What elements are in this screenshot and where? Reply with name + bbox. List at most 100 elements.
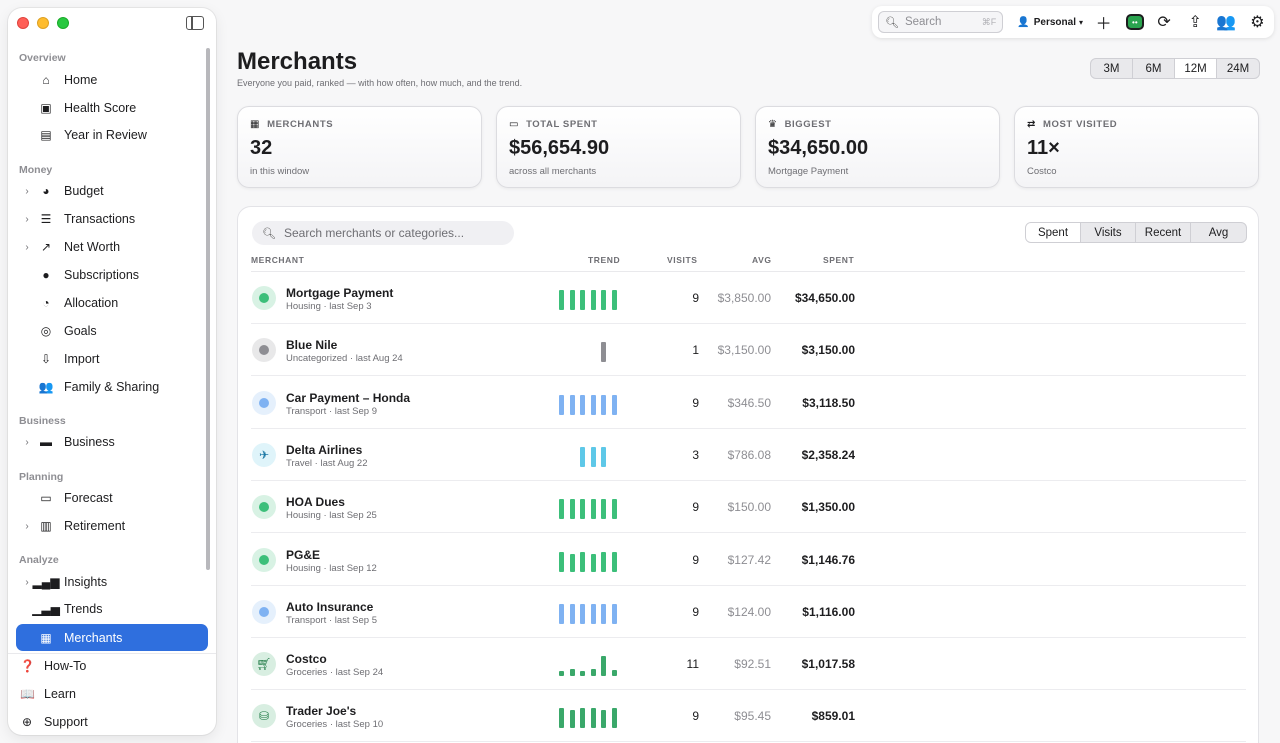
table-row[interactable]: ✈ Delta Airlines Travel · last Aug 22 3 $786… — [251, 429, 1246, 481]
avg-amount: $3,850.00 — [717, 291, 771, 305]
sort-visits[interactable]: Visits — [1081, 223, 1136, 242]
add-icon[interactable]: ＋ — [1095, 16, 1112, 33]
range-3m[interactable]: 3M — [1091, 59, 1133, 78]
minimize-window-button[interactable] — [37, 17, 49, 29]
trend-bar — [559, 708, 564, 729]
stat-card-most-visited: ⇄ MOST VISITED 11× Costco — [1014, 106, 1259, 188]
table-row[interactable]: Auto Insurance Transport · last Sep 5 9 $12… — [251, 586, 1246, 638]
gear-icon[interactable]: ⚙ — [1250, 14, 1265, 31]
share-icon[interactable]: ⇪ — [1188, 14, 1202, 31]
merchant-meta: Housing · last Sep 3 — [286, 301, 372, 312]
table-row[interactable]: Blue Nile Uncategorized · last Aug 24 1 $3,… — [251, 324, 1246, 377]
table-row[interactable]: Car Payment – Honda Transport · last Sep … — [251, 377, 1246, 429]
sidebar-item-year-in-review[interactable]: ›▤ Year in Review — [16, 122, 208, 148]
sidebar-item-trends[interactable]: ›▁▃▅ Trends — [16, 596, 208, 622]
global-search-input[interactable]: 🔍︎ Search ⌘F — [878, 11, 1004, 33]
avg-amount: $124.00 — [727, 604, 771, 619]
sidebar-item-insights[interactable]: › ▂▄▆ Insights — [16, 569, 208, 595]
import-icon: ⇩ — [40, 352, 52, 366]
merchant-name: HOA Dues — [286, 495, 345, 510]
merchant-name: Delta Airlines — [286, 442, 363, 457]
sidebar-item-net-worth[interactable]: › ↗ Net Worth — [16, 234, 208, 260]
trend-sparkline — [559, 393, 649, 415]
chevron-right-icon[interactable]: › — [25, 520, 29, 532]
column-header-spent[interactable]: SPENT — [823, 255, 855, 265]
stat-label: BIGGEST — [784, 119, 832, 130]
sidebar-item-home[interactable]: ›⌂ Home — [16, 67, 208, 93]
book-icon: 📖 — [20, 687, 35, 701]
header-divider — [251, 271, 1245, 272]
airplane-icon: ✈ — [258, 447, 270, 462]
map-icon: ▥ — [40, 519, 52, 533]
sidebar-item-label: Home — [64, 73, 98, 87]
trend-sparkline — [559, 550, 649, 572]
avg-amount: $346.50 — [727, 395, 771, 410]
sidebar-item-subscriptions[interactable]: ›● Subscriptions — [16, 262, 208, 288]
sidebar-item-budget[interactable]: › ◕ Budget — [16, 178, 208, 204]
chevron-right-icon[interactable]: › — [25, 185, 29, 197]
sort-avg[interactable]: Avg — [1208, 226, 1229, 239]
trend-bar — [580, 499, 585, 520]
chevron-right-icon[interactable]: › — [25, 576, 29, 588]
sidebar-scrollbar[interactable] — [206, 48, 210, 570]
sidebar-item-howto[interactable]: ❓ How-To — [20, 655, 86, 677]
trend-bar — [601, 656, 606, 677]
sidebar-item-health-score[interactable]: ›▣ Health Score — [16, 95, 208, 121]
table-row[interactable]: HOA Dues Housing · last Sep 25 9 $150.00 $1,… — [251, 481, 1246, 534]
sidebar-item-goals[interactable]: ›◎ Goals — [16, 318, 208, 344]
trend-bar — [611, 708, 617, 729]
sort-recent[interactable]: Recent — [1136, 223, 1191, 242]
range-12m[interactable]: 12M — [1175, 59, 1217, 78]
trend-bar — [559, 290, 564, 310]
column-header-merchant[interactable]: MERCHANT — [251, 255, 305, 265]
sidebar-toggle-icon[interactable] — [186, 16, 204, 30]
sidebar-item-family[interactable]: ›👥 Family & Sharing — [16, 374, 208, 400]
sidebar-item-allocation[interactable]: ›◔ Allocation — [16, 290, 208, 316]
chevron-right-icon[interactable]: › — [25, 436, 29, 448]
sidebar-item-merchants[interactable]: ›▦ Merchants — [16, 624, 208, 651]
merchant-meta: Groceries · last Sep 24 — [286, 667, 384, 679]
credit-card-icon: ▭ — [509, 119, 520, 130]
merchant-avatar: ⛁ — [252, 704, 276, 729]
table-row[interactable]: ⛁ Trader Joe's Groceries · last Sep 10 9 $95… — [251, 690, 1246, 743]
trend-bar — [590, 669, 596, 677]
avg-amount: $150.00 — [727, 500, 771, 515]
table-row[interactable]: 🛒︎ Costco Groceries · last Sep 24 11 $92.51 $… — [251, 638, 1246, 691]
sidebar-item-import[interactable]: ›⇩ Import — [16, 346, 208, 372]
trend-bar — [590, 553, 596, 572]
assistant-robot-icon[interactable]: •• — [1126, 14, 1144, 30]
visit-count: 11 — [686, 657, 699, 672]
sidebar-item-label: Trends — [64, 602, 103, 616]
range-24m[interactable]: 24M — [1226, 62, 1250, 75]
spent-amount: $3,150.00 — [801, 343, 855, 358]
sidebar-item-label: Health Score — [64, 101, 137, 115]
currency-sync-icon[interactable]: ⟳ — [1157, 14, 1171, 31]
column-header-visits[interactable]: VISITS — [667, 255, 698, 265]
merchant-name: Mortgage Payment — [286, 286, 394, 300]
column-header-trend[interactable]: TREND — [588, 255, 621, 265]
sort-spent[interactable]: Spent — [1026, 223, 1081, 242]
storefront-icon: ▦ — [40, 630, 52, 645]
trend-bar — [601, 551, 606, 572]
merchant-search-input[interactable]: 🔍︎ Search merchants or categories... — [252, 221, 514, 245]
sidebar-item-learn[interactable]: 📖 Learn — [20, 683, 76, 705]
sidebar-item-support[interactable]: ⊕ Support — [20, 711, 88, 733]
people-icon[interactable]: 👥 — [1216, 14, 1237, 31]
table-row[interactable]: Mortgage Payment Housing · last Sep 3 9 $3,… — [251, 272, 1246, 324]
close-window-button[interactable] — [17, 17, 29, 29]
trend-bar — [580, 603, 585, 624]
spent-amount: $859.01 — [811, 709, 855, 724]
sidebar-item-business[interactable]: › ▬ Business — [16, 429, 208, 455]
column-header-avg[interactable]: AVG — [752, 255, 772, 265]
chevron-right-icon[interactable]: › — [25, 241, 29, 253]
avg-amount: $786.08 — [727, 447, 771, 462]
sidebar-item-retirement[interactable]: › ▥ Retirement — [16, 513, 208, 539]
zoom-window-button[interactable] — [57, 17, 69, 29]
table-row[interactable]: PG&E Housing · last Sep 12 9 $127.42 $1,146.… — [251, 534, 1246, 586]
profile-selector[interactable]: 👤 Personal ▾ — [1017, 17, 1083, 28]
trend-bar — [611, 603, 617, 624]
range-6m[interactable]: 6M — [1133, 59, 1175, 78]
sidebar-item-transactions[interactable]: › ☰ Transactions — [16, 206, 208, 232]
chevron-right-icon[interactable]: › — [25, 213, 29, 225]
sidebar-item-forecast[interactable]: ›▭ Forecast — [16, 485, 208, 511]
